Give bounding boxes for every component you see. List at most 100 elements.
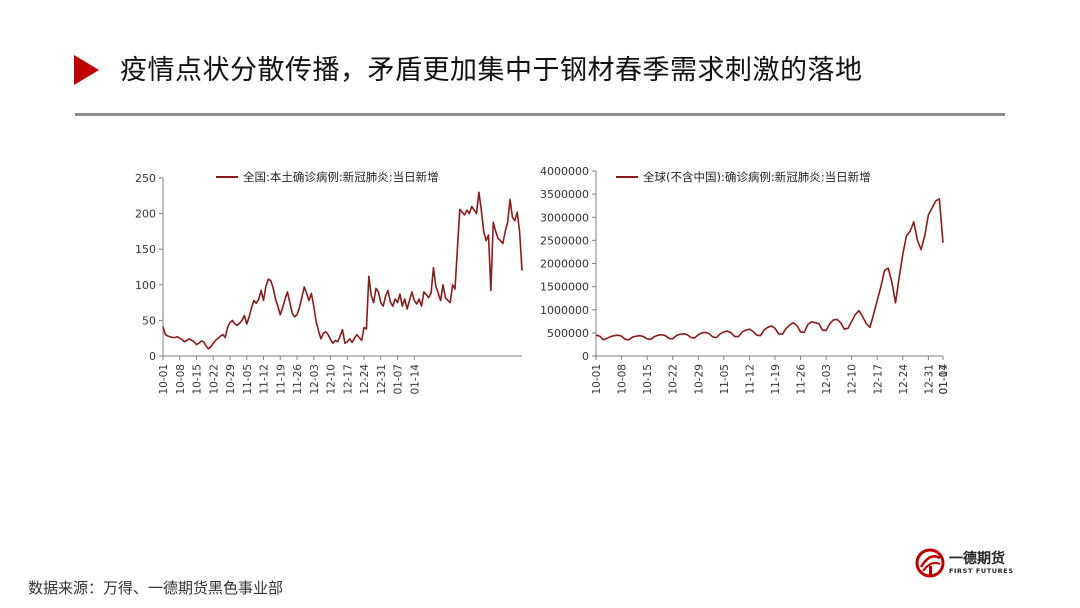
series-points	[162, 191, 523, 350]
data-point	[442, 284, 444, 286]
y-tick-label: 0	[149, 350, 156, 363]
data-point	[205, 345, 207, 347]
data-point	[602, 339, 604, 341]
data-point	[420, 305, 422, 307]
data-point	[516, 211, 518, 213]
x-tick-label: 10-22	[208, 364, 220, 395]
data-point	[832, 319, 834, 321]
data-point	[719, 333, 721, 335]
chart-global-cases: 0 500000 1000000 1500000 2000000 2500000 30000…	[540, 160, 970, 405]
data-point	[598, 335, 600, 337]
data-point	[202, 341, 204, 343]
data-point	[777, 333, 779, 335]
data-point	[298, 306, 300, 308]
data-point	[313, 305, 315, 307]
data-point	[697, 334, 699, 336]
data-point	[891, 281, 893, 283]
data-point	[480, 209, 482, 211]
data-point	[490, 289, 492, 291]
x-tick-label: 11-05	[242, 364, 254, 395]
data-point	[387, 289, 389, 291]
x-tick-label: 10-01	[591, 364, 603, 395]
y-tick-label: 1000000	[540, 304, 589, 317]
data-point	[715, 336, 717, 338]
data-point	[726, 330, 728, 332]
data-point	[425, 294, 427, 296]
data-point	[934, 200, 936, 202]
data-point	[620, 335, 622, 337]
data-point	[317, 330, 319, 332]
data-point	[741, 331, 743, 333]
data-point	[270, 279, 272, 281]
y-tick-label: 500000	[547, 327, 589, 340]
data-point	[339, 335, 341, 337]
data-point	[200, 340, 202, 342]
data-point	[296, 314, 298, 316]
data-point	[293, 316, 295, 318]
data-point	[459, 208, 461, 210]
data-point	[272, 286, 274, 288]
data-point	[370, 294, 372, 296]
data-point	[167, 335, 169, 337]
data-point	[759, 334, 761, 336]
data-point	[653, 335, 655, 337]
data-point	[356, 333, 358, 335]
data-point	[358, 336, 360, 338]
x-tick-label: 12-10	[326, 364, 338, 395]
y-tick-label: 50	[142, 314, 156, 327]
data-point	[415, 303, 417, 305]
data-point	[883, 269, 885, 271]
data-point	[432, 267, 434, 269]
data-point	[226, 326, 228, 328]
data-point	[613, 334, 615, 336]
data-point	[286, 291, 288, 293]
y-tick-label: 2500000	[540, 234, 589, 247]
data-point	[236, 324, 238, 326]
first-futures-logo-icon	[915, 548, 945, 578]
data-point	[518, 230, 520, 232]
data-point	[454, 288, 456, 290]
x-tick-label: 12-31	[376, 364, 388, 395]
data-point	[672, 338, 674, 340]
data-point	[267, 278, 269, 280]
data-point	[171, 336, 173, 338]
data-point	[913, 221, 915, 223]
x-tick-label: 11-12	[744, 364, 756, 395]
x-tick-label: 11-19	[770, 364, 782, 395]
data-point	[341, 328, 343, 330]
data-point	[942, 241, 944, 243]
data-point	[686, 334, 688, 336]
y-tick-label: 0	[582, 350, 589, 363]
data-point	[938, 198, 940, 200]
data-point	[181, 338, 183, 340]
data-point	[291, 312, 293, 314]
data-point	[327, 333, 329, 335]
data-point	[248, 316, 250, 318]
data-point	[483, 230, 485, 232]
legend-label: 全国:本土确诊病例:新冠肺炎:当日新增	[243, 170, 439, 184]
data-point	[246, 323, 248, 325]
data-point	[186, 339, 188, 341]
data-point	[509, 198, 511, 200]
data-point	[353, 337, 355, 339]
data-point	[774, 327, 776, 329]
data-point	[303, 286, 305, 288]
data-point	[308, 299, 310, 301]
data-point	[207, 348, 209, 350]
data-point	[411, 291, 413, 293]
data-point	[183, 341, 185, 343]
data-point	[214, 339, 216, 341]
x-tick-label: 10-15	[642, 364, 654, 395]
data-point	[325, 331, 327, 333]
y-tick-label: 1500000	[540, 281, 589, 294]
data-point	[924, 235, 926, 237]
data-point	[164, 333, 166, 335]
x-tick-label: 12-03	[821, 364, 833, 395]
data-point	[219, 335, 221, 337]
data-point	[690, 336, 692, 338]
data-point	[449, 301, 451, 303]
data-point	[179, 337, 181, 339]
data-point	[413, 299, 415, 301]
y-tick-label: 2000000	[540, 258, 589, 271]
x-tick-label: 11-26	[292, 364, 304, 395]
